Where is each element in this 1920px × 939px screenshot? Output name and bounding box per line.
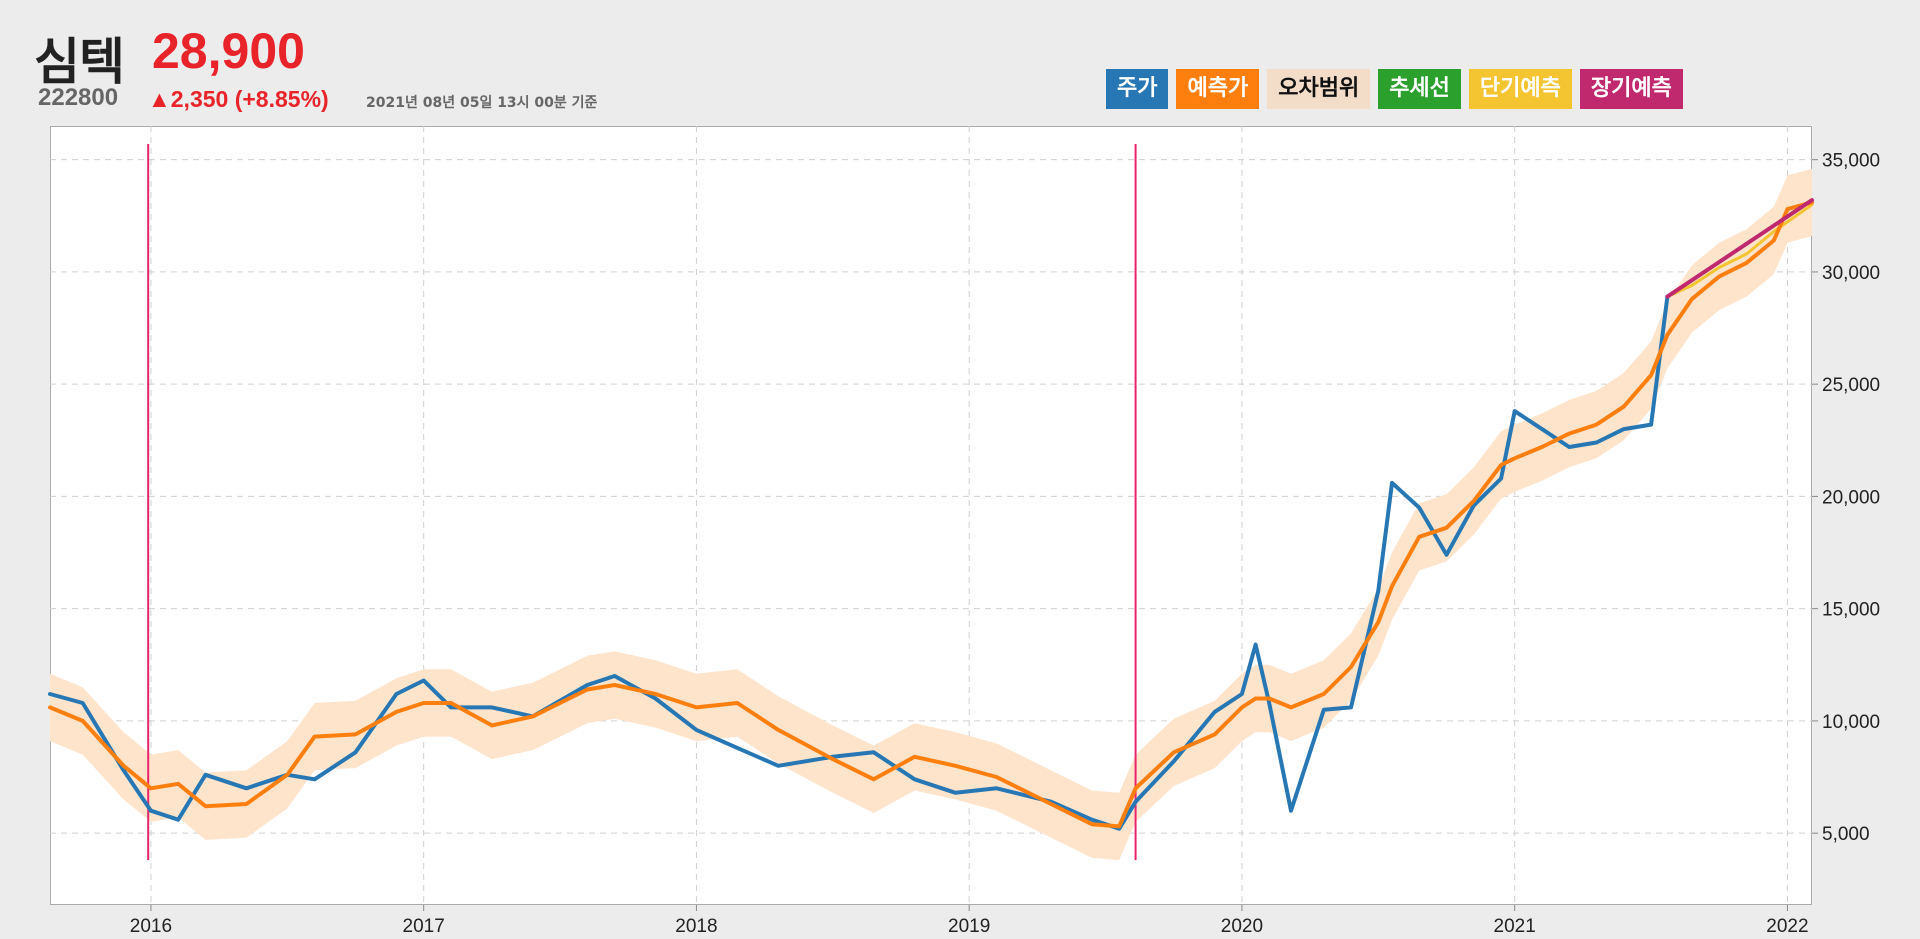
price-change: ▲2,350 (+8.85%) — [148, 86, 329, 112]
current-price: 28,900 — [152, 23, 305, 79]
prediction-line — [48, 332, 1670, 829]
legend-long-term-forecast[interactable]: 장기예측 — [1579, 69, 1683, 109]
x-tick-label: 2022 — [1766, 916, 1808, 937]
x-tick-label: 2016 — [130, 916, 172, 937]
as-of-date: 2021년 08년 05일 13시 00분 기준 — [366, 95, 598, 111]
legend-trendline[interactable]: 추세선 — [1378, 69, 1461, 109]
stock-name: 심텍 — [34, 33, 125, 91]
y-tick-label: 10,000 — [1822, 712, 1880, 733]
legend-price[interactable]: 주가 — [1106, 69, 1169, 109]
x-tick-label: 2017 — [403, 916, 445, 937]
y-tick-label: 5,000 — [1822, 824, 1870, 845]
price-line — [48, 294, 1670, 831]
legend-short-term-forecast[interactable]: 단기예측 — [1468, 69, 1572, 109]
y-tick-label: 25,000 — [1822, 375, 1880, 396]
x-tick-label: 2019 — [948, 916, 990, 937]
legend-error-range[interactable]: 오차범위 — [1267, 69, 1371, 109]
legend-prediction[interactable]: 예측가 — [1176, 69, 1260, 109]
long-term-forecast-line — [1665, 198, 1814, 299]
y-tick-label: 35,000 — [1822, 151, 1880, 172]
y-tick-label: 15,000 — [1822, 600, 1880, 621]
x-tick-label: 2020 — [1221, 916, 1263, 937]
x-tick-label: 2018 — [675, 916, 717, 937]
y-tick-label: 20,000 — [1822, 487, 1880, 508]
x-tick-label: 2021 — [1494, 916, 1536, 937]
y-tick-label: 30,000 — [1822, 263, 1880, 284]
error-band — [50, 301, 1668, 861]
legend: 주가 예측가 오차범위 추세선 단기예측 장기예측 — [1106, 69, 1683, 109]
forecast-error-band — [1667, 168, 1812, 369]
forecast-prediction-line — [1665, 200, 1814, 337]
stock-code: 222800 — [38, 84, 119, 111]
